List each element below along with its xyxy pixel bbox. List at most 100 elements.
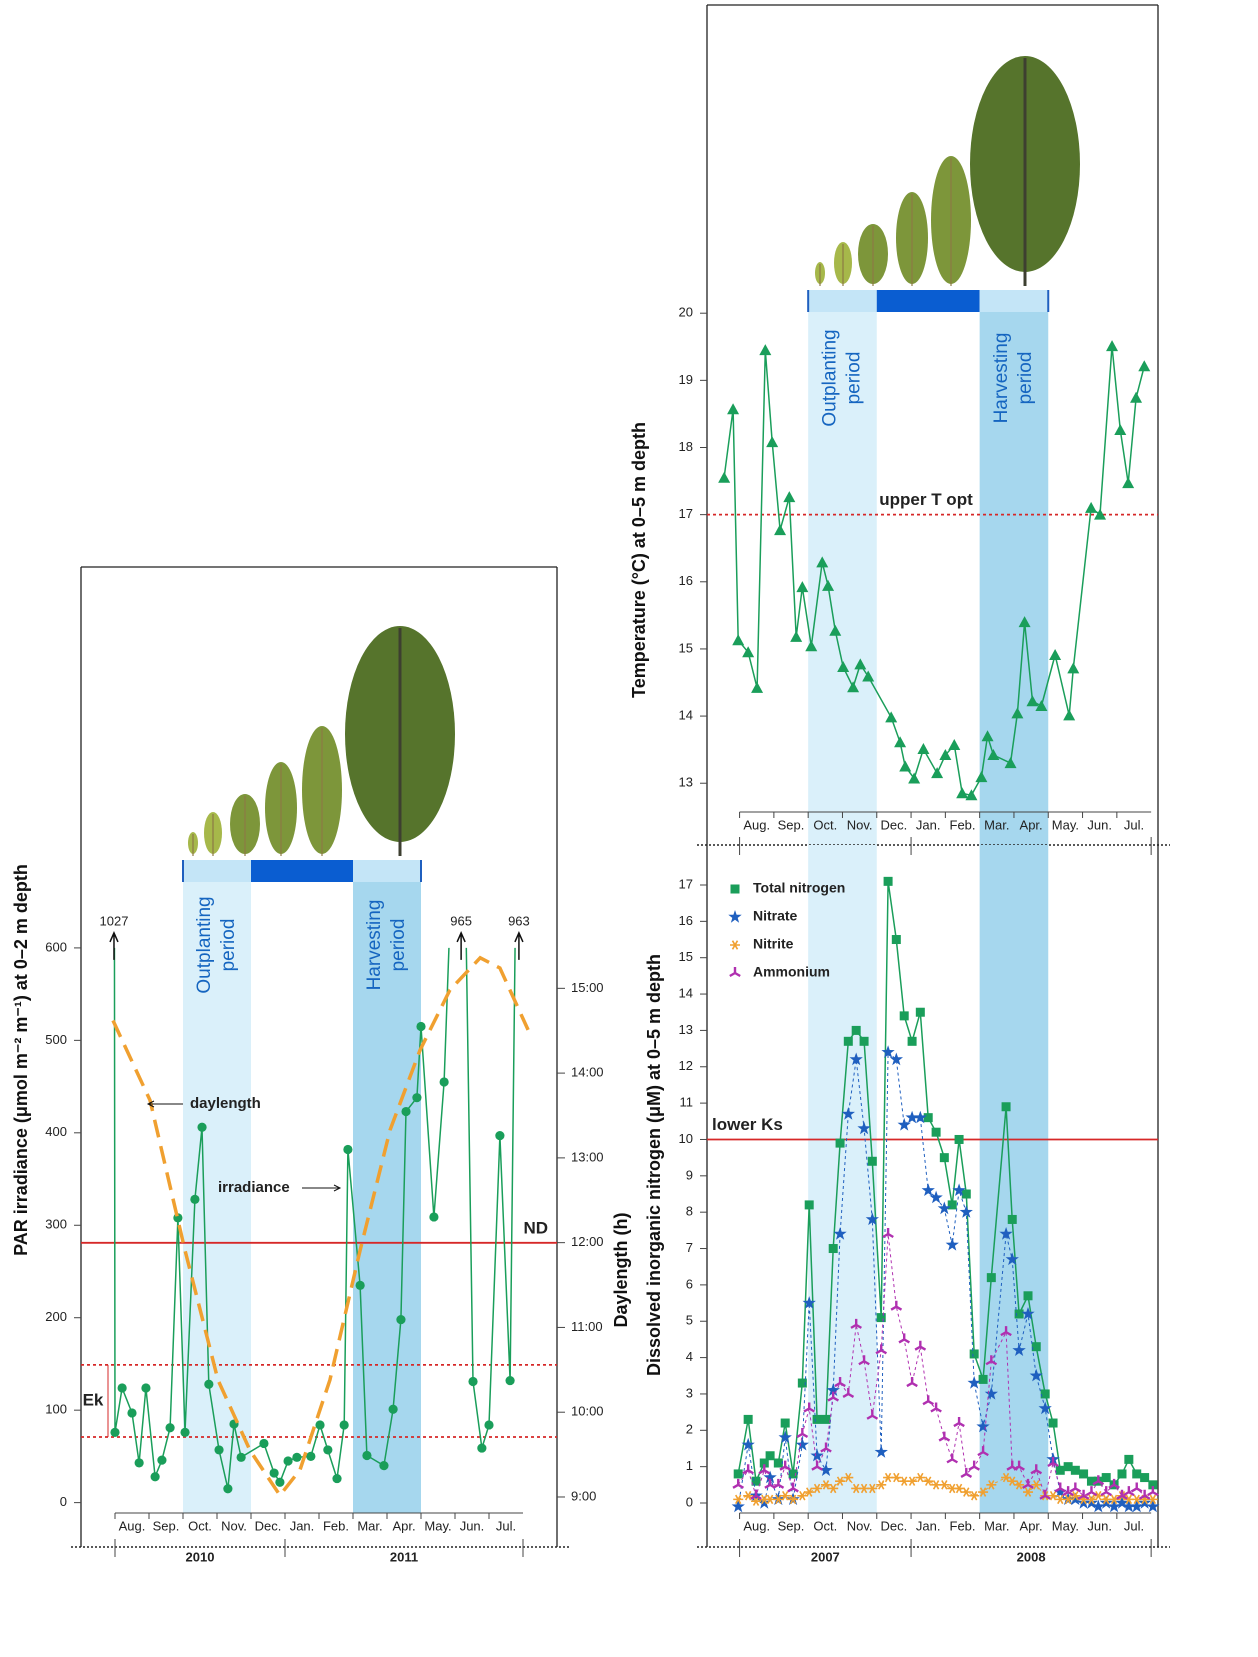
off-scale-arrow (109, 931, 119, 960)
period-shade (808, 312, 877, 845)
point (416, 1021, 426, 1032)
reference-label: lower Ks (712, 1115, 783, 1134)
point (1055, 1465, 1065, 1475)
point (915, 1007, 925, 1017)
point (976, 1419, 990, 1433)
point (1132, 1469, 1142, 1479)
year-label: 2007 (811, 1549, 840, 1564)
daylength-line (111, 955, 530, 1499)
point (917, 742, 930, 754)
point (1018, 616, 1031, 628)
point (1068, 1492, 1082, 1505)
point (1023, 1291, 1033, 1301)
x-tick-label: Apr. (392, 1518, 415, 1533)
y-tick-label: 13 (679, 1022, 693, 1037)
point (829, 624, 842, 636)
point (833, 1227, 847, 1240)
x-tick-label: May. (424, 1518, 451, 1533)
y2-tick-label: 13:00 (571, 1149, 604, 1164)
point (867, 1156, 877, 1166)
y-tick-label: 19 (679, 372, 693, 387)
point (727, 403, 740, 415)
y-tick-label: 600 (45, 939, 67, 954)
point (796, 1427, 809, 1438)
off-scale-label: 963 (508, 913, 530, 928)
x-tick-label: Jul. (496, 1518, 516, 1533)
point (876, 1313, 886, 1323)
point (180, 1427, 190, 1437)
point (834, 1377, 846, 1388)
point (986, 1273, 996, 1283)
point (876, 1480, 887, 1490)
point (867, 1483, 878, 1494)
x-tick-label: Aug. (743, 817, 770, 832)
point (197, 1122, 207, 1132)
point (923, 1476, 934, 1486)
point (117, 1383, 127, 1393)
point (889, 1052, 903, 1066)
x-tick-label: Mar. (984, 1518, 1009, 1533)
x-tick-label: Sep. (153, 1518, 180, 1533)
y-axis-title: Dissolved inorganic nitrogen (μM) at 0–5… (644, 954, 664, 1376)
point (908, 772, 921, 784)
point (946, 1453, 959, 1464)
point (954, 1483, 965, 1494)
point (847, 681, 860, 693)
point (484, 1420, 494, 1430)
point (1039, 1489, 1051, 1500)
x-tick-label: Nov. (847, 817, 873, 832)
point (1122, 1499, 1136, 1513)
point (165, 1423, 175, 1433)
year-label: 2011 (390, 1549, 418, 1564)
off-scale-arrow (514, 931, 524, 960)
point (1079, 1469, 1089, 1479)
period-label: period (1015, 352, 1036, 405)
annotation-arrow (146, 1100, 183, 1108)
point (141, 1383, 151, 1393)
point (1114, 424, 1127, 436)
point (891, 935, 901, 945)
point (981, 730, 994, 742)
point (797, 1378, 807, 1388)
point (837, 661, 850, 673)
x-tick-label: May. (1052, 1518, 1079, 1533)
point (743, 1414, 753, 1424)
point (961, 1189, 971, 1199)
point (1146, 1499, 1160, 1513)
x-tick-label: Feb. (323, 1518, 349, 1533)
point (401, 1106, 411, 1117)
point (956, 787, 969, 799)
point (810, 1448, 824, 1462)
x-tick-label: Apr. (1020, 817, 1043, 832)
point (977, 1446, 989, 1457)
point (811, 1460, 823, 1471)
x-tick-label: Aug. (119, 1518, 146, 1533)
point (812, 1414, 822, 1424)
point (439, 1077, 449, 1087)
point (306, 1451, 316, 1461)
point (1085, 1486, 1098, 1497)
point (843, 1472, 854, 1483)
point (788, 1494, 799, 1505)
point (1076, 1496, 1091, 1509)
point (1048, 1491, 1059, 1501)
x-tick-label: Feb. (950, 817, 976, 832)
point (1147, 1494, 1158, 1505)
series-line (113, 947, 516, 1489)
period-label: Outplanting (194, 896, 215, 993)
point (751, 1496, 762, 1506)
point (797, 1491, 808, 1501)
point (1147, 1486, 1159, 1497)
point (865, 1212, 879, 1226)
point (987, 749, 1000, 761)
point (731, 1499, 745, 1513)
point (396, 1314, 406, 1325)
point (939, 1153, 949, 1163)
point (1138, 360, 1151, 372)
point (1023, 1487, 1034, 1497)
point (1063, 1462, 1073, 1472)
point (1138, 1489, 1151, 1500)
point (1011, 707, 1024, 719)
phase-bar (979, 290, 1049, 312)
